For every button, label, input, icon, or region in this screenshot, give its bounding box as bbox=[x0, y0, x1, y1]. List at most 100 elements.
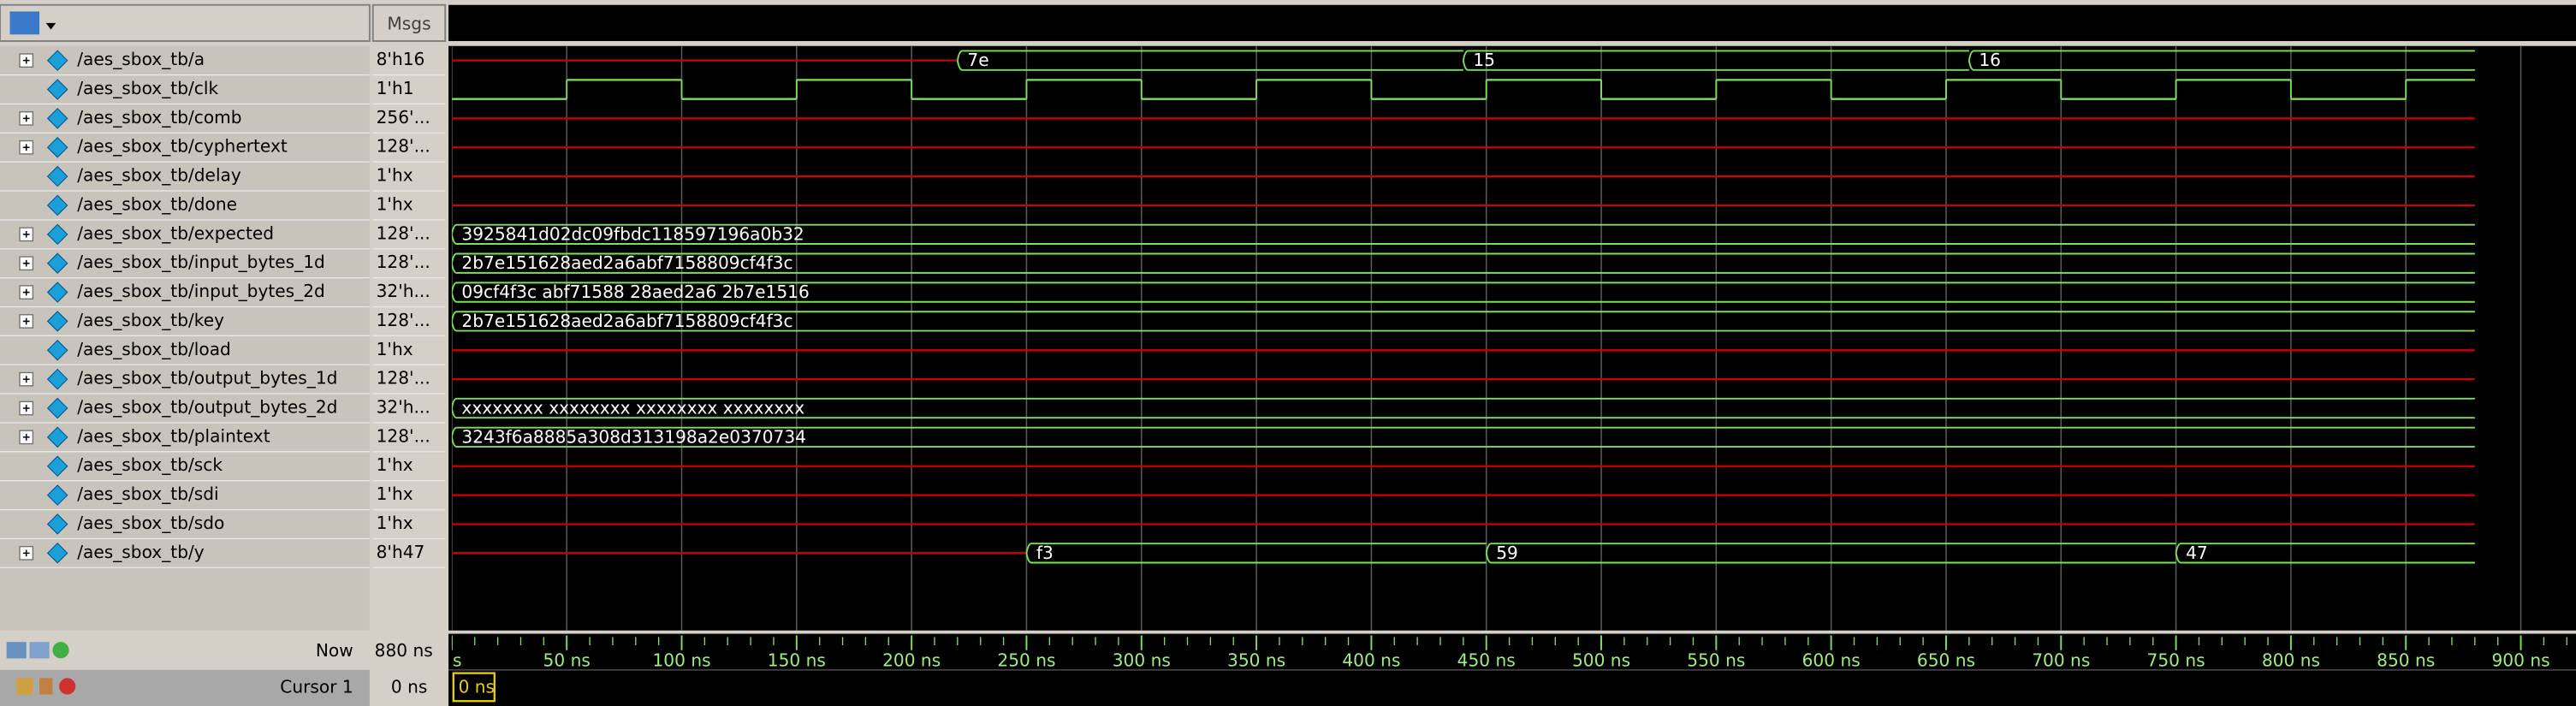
signal-value: 128'... bbox=[377, 252, 430, 272]
signal-value: 128'... bbox=[377, 136, 430, 157]
tick-label: 400 ns bbox=[1342, 650, 1400, 671]
bus-segment bbox=[451, 252, 2475, 274]
lock-icon[interactable] bbox=[16, 678, 33, 695]
signal-icon bbox=[46, 252, 68, 275]
expand-plus bbox=[22, 288, 30, 296]
bus-segment bbox=[451, 311, 2475, 332]
cursor-name[interactable]: Cursor 1 bbox=[280, 676, 353, 697]
signal-name[interactable]: /aes_sbox_tb/cyphertext bbox=[77, 136, 288, 157]
expand-plus bbox=[22, 115, 30, 122]
edit-icon[interactable] bbox=[39, 678, 53, 695]
bus-segment bbox=[1462, 50, 1969, 71]
tick-label: 850 ns bbox=[2377, 650, 2435, 671]
signal-name[interactable]: /aes_sbox_tb/sdi bbox=[77, 484, 218, 504]
signal-value: 1'h1 bbox=[377, 78, 414, 98]
bus-segment bbox=[1485, 543, 2176, 564]
signal-value: 8'h16 bbox=[377, 49, 425, 69]
wave-header bbox=[448, 4, 2576, 41]
bus-segment bbox=[1025, 543, 1487, 564]
signal-name[interactable]: /aes_sbox_tb/key bbox=[77, 310, 224, 330]
tick-label: 300 ns bbox=[1113, 650, 1171, 671]
now-value: 880 ns bbox=[375, 640, 433, 661]
signal-icon bbox=[46, 484, 68, 506]
now-icon[interactable] bbox=[6, 642, 27, 659]
signal-icon bbox=[46, 194, 68, 217]
signal-icon bbox=[46, 165, 68, 187]
bus-label: 59 bbox=[1496, 543, 1518, 563]
expand-plus bbox=[22, 259, 30, 267]
add-cursor-icon[interactable] bbox=[52, 642, 69, 659]
signal-name[interactable]: /aes_sbox_tb/a bbox=[77, 49, 205, 69]
signal-name[interactable]: /aes_sbox_tb/clk bbox=[77, 78, 218, 98]
tick-label: 900 ns bbox=[2491, 650, 2549, 671]
cursor-box bbox=[452, 672, 496, 703]
signal-icon bbox=[46, 426, 68, 448]
signal-icon bbox=[46, 368, 68, 390]
tick-label: 250 ns bbox=[997, 650, 1055, 671]
bottom-values bbox=[372, 633, 446, 706]
expand-plus bbox=[22, 434, 30, 441]
values-title: Msgs bbox=[387, 13, 430, 33]
tick-label: 100 ns bbox=[652, 650, 710, 671]
signal-name[interactable]: /aes_sbox_tb/comb bbox=[77, 107, 241, 128]
signal-value: 128'... bbox=[377, 425, 430, 446]
signal-value: 128'... bbox=[377, 310, 430, 330]
delete-cursor-icon[interactable] bbox=[59, 678, 76, 695]
signal-name[interactable]: /aes_sbox_tb/input_bytes_2d bbox=[77, 281, 325, 301]
signal-icon bbox=[46, 513, 68, 535]
bus-segment bbox=[956, 50, 1463, 71]
bus-label: 16 bbox=[1979, 50, 2001, 70]
signal-value: 128'... bbox=[377, 222, 430, 243]
bus-label: 09cf4f3c abf71588 28aed2a6 2b7e1516 bbox=[461, 282, 809, 302]
signal-name[interactable]: /aes_sbox_tb/load bbox=[77, 339, 231, 359]
expand-plus bbox=[22, 405, 30, 412]
signal-icon bbox=[46, 455, 68, 478]
bus-label: 3925841d02dc09fbdc118597196a0b32 bbox=[461, 223, 804, 244]
signal-name[interactable]: /aes_sbox_tb/y bbox=[77, 542, 205, 562]
tick-label: 650 ns bbox=[1917, 650, 1975, 671]
tick-label: 800 ns bbox=[2262, 650, 2320, 671]
bus-segment bbox=[451, 223, 2475, 245]
values-header bbox=[371, 3, 447, 42]
signal-value: 128'... bbox=[377, 368, 430, 389]
signal-icon bbox=[46, 339, 68, 361]
values-pane bbox=[372, 45, 446, 631]
signal-name[interactable]: /aes_sbox_tb/plaintext bbox=[77, 425, 270, 446]
signal-icon bbox=[46, 223, 68, 246]
tick-label: 200 ns bbox=[882, 650, 941, 671]
bus-segment bbox=[451, 397, 2475, 419]
bus-segment bbox=[2175, 543, 2475, 564]
bus-label: 2b7e151628aed2a6abf7158809cf4f3c bbox=[461, 252, 792, 273]
signal-name[interactable]: /aes_sbox_tb/input_bytes_1d bbox=[77, 252, 325, 272]
signal-icon bbox=[46, 543, 68, 564]
signal-name[interactable]: /aes_sbox_tb/delay bbox=[77, 165, 241, 186]
signal-icon bbox=[46, 108, 68, 129]
expand-plus bbox=[22, 144, 30, 151]
tick-label: 450 ns bbox=[1457, 650, 1516, 671]
signal-name[interactable]: /aes_sbox_tb/done bbox=[77, 193, 237, 214]
signal-value: 8'h47 bbox=[377, 542, 425, 562]
signal-icon bbox=[46, 282, 68, 303]
bus-label: 3243f6a8885a308d313198a2e0370734 bbox=[461, 426, 806, 447]
signal-name[interactable]: /aes_sbox_tb/output_bytes_1d bbox=[77, 368, 337, 389]
now-icon[interactable] bbox=[29, 642, 50, 659]
toolbar-icon[interactable] bbox=[9, 11, 40, 35]
tick-label: 500 ns bbox=[1572, 650, 1630, 671]
cursor-value: 0 ns bbox=[391, 676, 427, 697]
signal-value: 1'hx bbox=[377, 193, 413, 214]
tick-label: 350 ns bbox=[1227, 650, 1285, 671]
signal-name[interactable]: /aes_sbox_tb/expected bbox=[77, 222, 274, 243]
signal-icon bbox=[46, 50, 68, 71]
bus-segment bbox=[451, 282, 2475, 303]
bus-label: 2b7e151628aed2a6abf7158809cf4f3c bbox=[461, 311, 792, 331]
signal-name[interactable]: /aes_sbox_tb/sck bbox=[77, 454, 223, 475]
bus-label: 47 bbox=[2186, 543, 2208, 563]
expand-plus bbox=[22, 56, 30, 64]
tick-label: 550 ns bbox=[1687, 650, 1745, 671]
dropdown-arrow[interactable] bbox=[45, 22, 56, 30]
signal-name[interactable]: /aes_sbox_tb/sdo bbox=[77, 513, 224, 533]
signal-name[interactable]: /aes_sbox_tb/output_bytes_2d bbox=[77, 397, 337, 418]
signal-value: 1'hx bbox=[377, 339, 413, 359]
